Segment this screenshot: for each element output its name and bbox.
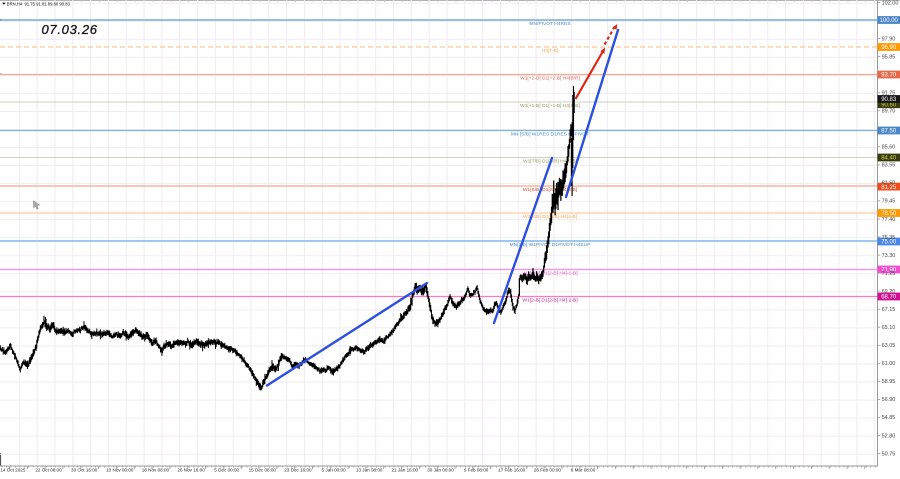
- svg-text:W1[+1-B] D1[+1-B] H4[S-B]: W1[+1-B] D1[+1-B] H4[S-B]: [520, 103, 580, 109]
- svg-text:MN/PIVOT H4RES: MN/PIVOT H4RES: [529, 21, 571, 27]
- svg-text:75.35: 75.35: [882, 235, 896, 241]
- svg-text:95.85: 95.85: [882, 54, 896, 60]
- svg-text:21 Jan 16:00: 21 Jan 16:00: [392, 468, 419, 473]
- svg-text:77.40: 77.40: [882, 217, 896, 223]
- svg-text:83.55: 83.55: [882, 163, 896, 169]
- svg-text:69.20: 69.20: [882, 289, 896, 295]
- svg-text:14 Oct 2025: 14 Oct 2025: [0, 468, 25, 473]
- svg-text:9 Feb 08:00: 9 Feb 08:00: [464, 468, 489, 473]
- svg-text:MN [S/B] W1RES D1RES H4PIVOT: MN [S/B] W1RES D1RES H4PIVOT: [511, 132, 589, 138]
- svg-text:6 Mar 08:00: 6 Mar 08:00: [571, 468, 596, 473]
- svg-text:102.00: 102.00: [882, 0, 899, 6]
- svg-text:10 Nov 00:00: 10 Nov 00:00: [106, 468, 134, 473]
- svg-text:5 Jan 00:00: 5 Jan 00:00: [322, 468, 346, 473]
- svg-text:71.25: 71.25: [882, 271, 896, 277]
- svg-text:63.05: 63.05: [882, 343, 896, 349]
- svg-text:87.50: 87.50: [881, 129, 897, 135]
- svg-text:84.40: 84.40: [881, 156, 897, 162]
- svg-text:67.15: 67.15: [882, 307, 896, 313]
- svg-text:13 Jan 08:00: 13 Jan 08:00: [356, 468, 383, 473]
- svg-text:65.10: 65.10: [882, 325, 896, 331]
- svg-text:73.30: 73.30: [882, 253, 896, 259]
- svg-text:W1[2-B] D1[2-B] H4[-2-B]: W1[2-B] D1[2-B] H4[-2-B]: [522, 298, 578, 304]
- svg-text:61.00: 61.00: [882, 361, 896, 367]
- svg-text:18 Nov 08:00: 18 Nov 08:00: [142, 468, 170, 473]
- svg-text:26 Feb 00:00: 26 Feb 00:00: [534, 468, 562, 473]
- svg-text:54.85: 54.85: [882, 415, 896, 421]
- svg-text:97.90: 97.90: [882, 36, 896, 42]
- svg-text:52.80: 52.80: [882, 433, 896, 439]
- svg-text:22 Oct 08:00: 22 Oct 08:00: [35, 468, 62, 473]
- svg-text:68.70: 68.70: [881, 295, 897, 301]
- svg-text:81.50: 81.50: [882, 181, 896, 187]
- svg-text:56.90: 56.90: [882, 397, 896, 403]
- svg-text:H4[T-B]: H4[T-B]: [542, 48, 559, 54]
- svg-text:90.83: 90.83: [881, 97, 897, 103]
- svg-text:5 Dec 00:00: 5 Dec 00:00: [214, 468, 239, 473]
- svg-text:90.60: 90.60: [881, 102, 897, 108]
- svg-text:50.75: 50.75: [882, 451, 896, 457]
- svg-text:93.70: 93.70: [881, 73, 897, 79]
- svg-text:96.90: 96.90: [881, 45, 897, 51]
- svg-text:89.70: 89.70: [882, 109, 896, 115]
- svg-text:91.75: 91.75: [882, 91, 896, 97]
- svg-text:07.03.26: 07.03.26: [42, 22, 98, 37]
- svg-text:79.45: 79.45: [882, 199, 896, 205]
- svg-text:17 Feb 16:00: 17 Feb 16:00: [498, 468, 526, 473]
- svg-text:58.95: 58.95: [882, 379, 896, 385]
- svg-text:100.00: 100.00: [880, 18, 899, 24]
- svg-text:W1[+2-B] D1[+2-B] H4[B/R]: W1[+2-B] D1[+2-B] H4[B/R]: [520, 76, 580, 82]
- svg-text:26 Nov 16:00: 26 Nov 16:00: [177, 468, 205, 473]
- svg-text:15 Dec 08:00: 15 Dec 08:00: [249, 468, 277, 473]
- svg-text:30 Jan 00:00: 30 Jan 00:00: [427, 468, 454, 473]
- svg-text:BRN,H4 91.75 91.81 89.60 90.8: BRN,H4 91.75 91.81 89.60 90.83: [7, 1, 71, 6]
- svg-text:30 Oct 16:00: 30 Oct 16:00: [71, 468, 98, 473]
- svg-text:85.60: 85.60: [882, 145, 896, 151]
- svg-text:23 Dec 16:00: 23 Dec 16:00: [284, 468, 312, 473]
